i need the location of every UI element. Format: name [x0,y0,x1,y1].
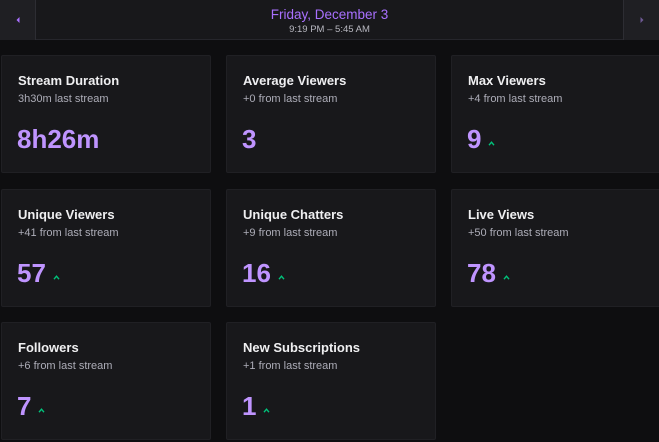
stat-value: 1 [242,391,257,421]
trend-up-icon [488,141,496,146]
stat-title: New Subscriptions [243,340,361,355]
stat-comparison: 3h30m last stream [18,93,109,105]
stat-value: 8h26m [17,124,100,154]
stat-comparison: +6 from last stream [18,360,113,372]
stat-value-row: 57 [17,258,60,288]
stat-title: Followers [18,340,79,355]
trend-up-icon [38,408,46,413]
stat-value-row: 1 [242,391,271,421]
stat-comparison: +0 from last stream [243,93,338,105]
stat-value-row: 78 [467,258,510,288]
stat-comparison: +50 from last stream [468,227,569,239]
stat-value: 9 [467,124,482,154]
stat-card-unique-chatters: Unique Chatters +9 from last stream 16 [226,189,436,307]
stat-value: 7 [17,391,32,421]
stat-value-row: 3 [242,124,256,154]
chevron-right-icon [640,17,643,23]
stat-value: 78 [467,258,496,288]
stat-value-row: 16 [242,258,285,288]
stat-title: Average Viewers [243,73,347,88]
stat-card-max-viewers: Max Viewers +4 from last stream 9 [451,55,659,173]
chevron-left-icon [16,17,19,23]
stat-value: 3 [242,124,257,154]
trend-up-icon [263,408,271,413]
stat-card-new-subscriptions: New Subscriptions +1 from last stream 1 [226,322,436,440]
next-stream-button[interactable] [623,0,659,40]
stat-comparison: +41 from last stream [18,227,119,239]
stat-value: 16 [242,258,271,288]
stat-value-row: 8h26m [17,124,99,154]
stat-title: Unique Viewers [18,207,115,222]
stat-card-live-views: Live Views +50 from last stream 78 [451,189,659,307]
stat-comparison: +9 from last stream [243,227,338,239]
date-block: Friday, December 3 9:19 PM – 5:45 AM [36,0,623,40]
trend-up-icon [53,275,60,280]
stat-comparison: +1 from last stream [243,360,338,372]
stat-title: Stream Duration [18,73,120,88]
stat-card-average-viewers: Average Viewers +0 from last stream 3 [226,55,436,173]
stream-date: Friday, December 3 [270,7,389,22]
stat-comparison: +4 from last stream [468,93,563,105]
stat-card-followers: Followers +6 from last stream 7 [1,322,211,440]
previous-stream-button[interactable] [0,0,36,40]
stat-value-row: 9 [467,124,496,154]
date-navigation-bar: Friday, December 3 9:19 PM – 5:45 AM [0,0,659,40]
trend-up-icon [278,275,285,280]
stat-card-stream-duration: Stream Duration 3h30m last stream 8h26m [1,55,211,173]
stat-value-row: 7 [17,391,46,421]
stream-time-range: 9:19 PM – 5:45 AM [289,24,370,35]
stat-value: 57 [17,258,46,288]
stat-title: Unique Chatters [243,207,344,222]
stat-card-unique-viewers: Unique Viewers +41 from last stream 57 [1,189,211,307]
stat-title: Live Views [468,207,535,222]
trend-up-icon [503,275,510,280]
stat-title: Max Viewers [468,73,546,88]
